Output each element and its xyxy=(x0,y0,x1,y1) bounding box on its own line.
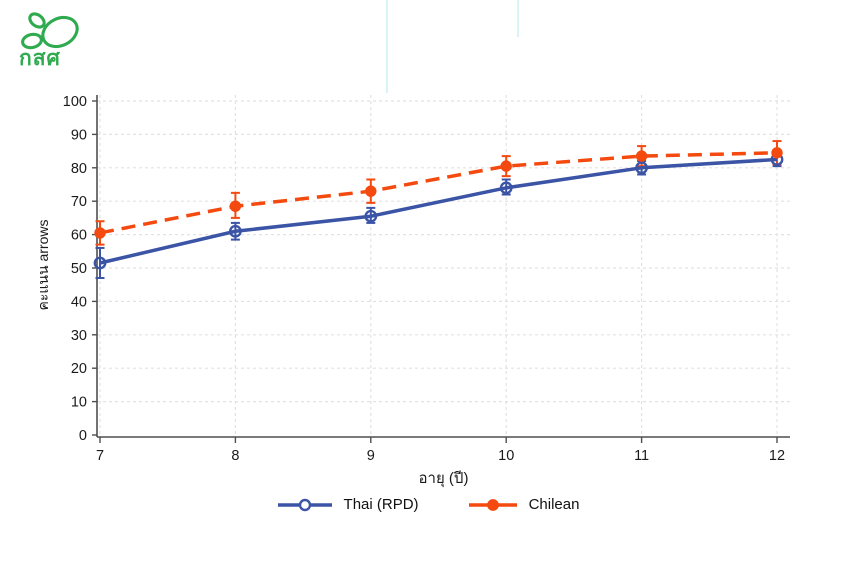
y-tick-label: 60 xyxy=(71,228,87,244)
y-tick-label: 100 xyxy=(63,94,87,110)
data-point-marker xyxy=(229,200,242,212)
data-point-marker xyxy=(500,160,512,172)
legend-marker-chilean-icon xyxy=(468,498,517,511)
y-tick-label: 30 xyxy=(71,328,87,344)
y-tick-label: 20 xyxy=(71,361,87,377)
data-point-marker xyxy=(635,150,648,162)
data-point-marker xyxy=(771,147,783,159)
data-point-marker xyxy=(364,209,378,223)
series-line xyxy=(99,157,778,265)
data-point-marker xyxy=(365,185,377,197)
y-tick-label: 80 xyxy=(71,161,87,177)
legend-label-thai: Thai (RPD) xyxy=(343,496,419,513)
data-point-marker xyxy=(228,224,242,238)
data-point-marker xyxy=(94,227,106,239)
y-tick-label: 40 xyxy=(71,294,87,310)
x-tick-label: 12 xyxy=(769,448,785,464)
data-point-marker xyxy=(635,161,648,175)
x-tick-label: 11 xyxy=(634,448,649,464)
y-tick-label: 50 xyxy=(71,261,87,277)
data-point-marker xyxy=(93,256,107,270)
y-tick-label: 0 xyxy=(79,428,87,444)
x-tick-label: 9 xyxy=(367,448,375,464)
x-tick-label: 8 xyxy=(231,448,239,464)
legend-item-thai: Thai (RPD) xyxy=(276,496,419,513)
legend-item-chilean: Chilean xyxy=(467,496,580,513)
x-tick-label: 7 xyxy=(96,448,104,464)
x-axis-title: อายุ (ปี) xyxy=(418,470,469,487)
y-tick-label: 10 xyxy=(71,395,87,411)
logo-text: กสศ xyxy=(19,47,61,70)
y-tick-label: 70 xyxy=(71,194,87,210)
data-point-marker xyxy=(499,181,513,195)
eef-logo-icon xyxy=(21,12,79,50)
faint-accent-line xyxy=(517,0,519,37)
legend: Thai (RPD) Chilean xyxy=(0,496,855,513)
x-tick-label: 10 xyxy=(498,448,514,464)
y-tick-label: 90 xyxy=(71,127,87,143)
series-line xyxy=(99,151,778,235)
legend-label-chilean: Chilean xyxy=(528,496,580,513)
y-axis-title: คะแนน arrows xyxy=(35,219,51,311)
faint-accent-line xyxy=(386,0,388,93)
legend-marker-thai-icon xyxy=(277,498,332,511)
